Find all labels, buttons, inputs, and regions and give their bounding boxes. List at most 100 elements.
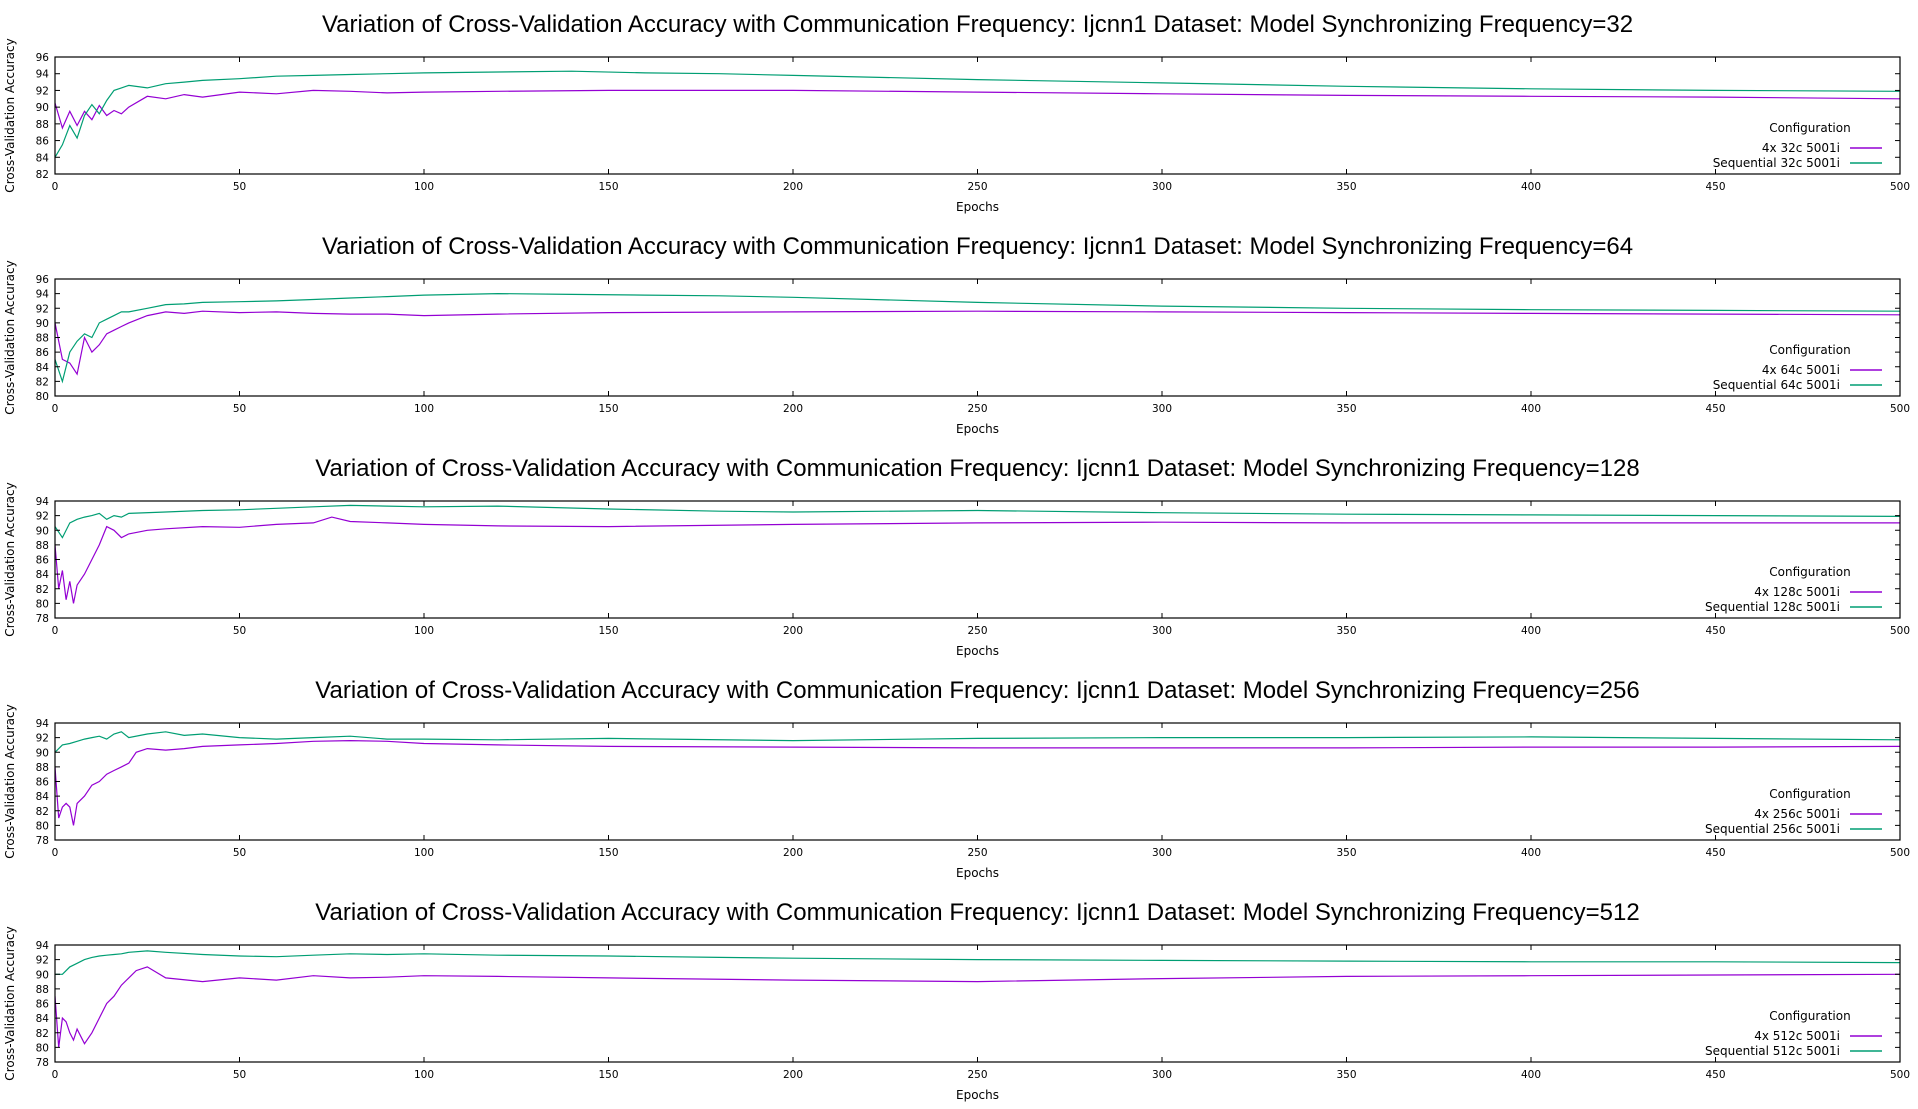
x-tick-label: 300	[1152, 625, 1172, 637]
y-tick-label: 88	[36, 540, 49, 552]
y-tick-label: 92	[36, 955, 49, 967]
y-tick-label: 86	[36, 347, 50, 359]
chart-title: Variation of Cross-Validation Accuracy w…	[322, 233, 1633, 260]
series-line-1	[55, 89, 1900, 130]
legend-entry-label: Sequential 64c 5001i	[1713, 378, 1840, 392]
legend-title: Configuration	[1769, 787, 1850, 801]
x-tick-label: 250	[967, 847, 987, 859]
y-tick-label: 78	[36, 835, 49, 847]
x-axis-label: Epochs	[956, 644, 999, 658]
y-tick-label: 84	[36, 791, 50, 803]
x-tick-label: 200	[783, 403, 803, 415]
x-tick-label: 400	[1521, 847, 1541, 859]
x-tick-label: 200	[783, 1069, 803, 1081]
chart-title: Variation of Cross-Validation Accuracy w…	[315, 455, 1639, 482]
y-tick-label: 84	[36, 1013, 50, 1025]
x-tick-label: 0	[52, 403, 59, 415]
x-tick-label: 450	[1705, 1069, 1725, 1081]
x-tick-label: 50	[233, 403, 246, 415]
x-tick-label: 250	[967, 181, 987, 193]
y-tick-label: 82	[36, 806, 49, 818]
chart-title: Variation of Cross-Validation Accuracy w…	[322, 11, 1633, 38]
series-line-1	[55, 516, 1900, 604]
x-tick-label: 50	[233, 1069, 246, 1081]
y-tick-label: 90	[36, 969, 49, 981]
x-tick-label: 50	[233, 181, 246, 193]
y-tick-label: 84	[36, 152, 50, 164]
y-axis-label: Cross-Validation Accuracy	[3, 38, 17, 192]
legend-entry-label: Sequential 256c 5001i	[1705, 822, 1840, 836]
x-tick-label: 250	[967, 625, 987, 637]
y-tick-label: 78	[36, 1057, 49, 1069]
legend-entry-label: 4x 128c 5001i	[1754, 585, 1840, 599]
x-tick-label: 50	[233, 625, 246, 637]
series-line-2	[55, 950, 1900, 975]
x-tick-label: 0	[52, 1069, 59, 1081]
y-tick-label: 80	[36, 598, 49, 610]
plot-frame	[54, 500, 1901, 619]
legend-title: Configuration	[1769, 121, 1850, 135]
x-tick-label: 350	[1336, 181, 1356, 193]
y-axis-label: Cross-Validation Accuracy	[3, 926, 17, 1080]
x-tick-label: 300	[1152, 403, 1172, 415]
x-tick-label: 500	[1890, 1069, 1910, 1081]
series-line-1	[55, 310, 1900, 376]
x-tick-label: 350	[1336, 1069, 1356, 1081]
x-tick-label: 150	[598, 403, 618, 415]
y-tick-label: 88	[36, 119, 49, 131]
legend-title: Configuration	[1769, 1009, 1850, 1023]
x-tick-label: 400	[1521, 181, 1541, 193]
chart-panel-4: Variation of Cross-Validation Accuracy w…	[3, 677, 1910, 880]
y-tick-label: 94	[36, 718, 50, 730]
plot-frame	[54, 278, 1901, 397]
x-tick-label: 400	[1521, 625, 1541, 637]
chart-title: Variation of Cross-Validation Accuracy w…	[315, 677, 1639, 704]
y-tick-label: 96	[36, 274, 50, 286]
legend-entry-label: Sequential 128c 5001i	[1705, 600, 1840, 614]
x-tick-label: 200	[783, 625, 803, 637]
x-tick-label: 300	[1152, 847, 1172, 859]
y-tick-label: 94	[36, 69, 50, 81]
x-tick-label: 0	[52, 847, 59, 859]
x-tick-label: 200	[783, 847, 803, 859]
y-tick-label: 86	[36, 136, 50, 148]
y-tick-label: 82	[36, 376, 49, 388]
series-line-2	[55, 731, 1900, 753]
x-tick-label: 50	[233, 847, 246, 859]
x-tick-label: 350	[1336, 403, 1356, 415]
y-tick-label: 80	[36, 820, 49, 832]
y-tick-label: 92	[36, 511, 49, 523]
x-tick-label: 500	[1890, 403, 1910, 415]
x-tick-label: 500	[1890, 181, 1910, 193]
y-tick-label: 88	[36, 762, 49, 774]
x-tick-label: 500	[1890, 625, 1910, 637]
y-tick-label: 96	[36, 52, 50, 64]
legend-entry-label: 4x 512c 5001i	[1754, 1029, 1840, 1043]
legend-entry-label: 4x 256c 5001i	[1754, 807, 1840, 821]
y-tick-label: 90	[36, 525, 49, 537]
y-tick-label: 90	[36, 318, 49, 330]
series-line-2	[55, 504, 1900, 539]
x-tick-label: 450	[1705, 403, 1725, 415]
x-tick-label: 300	[1152, 181, 1172, 193]
x-tick-label: 100	[414, 403, 434, 415]
y-tick-label: 84	[36, 569, 50, 581]
x-tick-label: 150	[598, 625, 618, 637]
legend-entry-label: Sequential 32c 5001i	[1713, 156, 1840, 170]
chart-panel-3: Variation of Cross-Validation Accuracy w…	[3, 455, 1910, 658]
plot-frame	[54, 944, 1901, 1063]
y-axis-label: Cross-Validation Accuracy	[3, 260, 17, 414]
y-tick-label: 94	[36, 940, 50, 952]
x-tick-label: 300	[1152, 1069, 1172, 1081]
y-tick-label: 88	[36, 984, 49, 996]
y-tick-label: 80	[36, 1042, 49, 1054]
y-tick-label: 88	[36, 333, 49, 345]
x-tick-label: 350	[1336, 625, 1356, 637]
x-tick-label: 450	[1705, 181, 1725, 193]
y-tick-label: 78	[36, 613, 49, 625]
y-tick-label: 82	[36, 1028, 49, 1040]
